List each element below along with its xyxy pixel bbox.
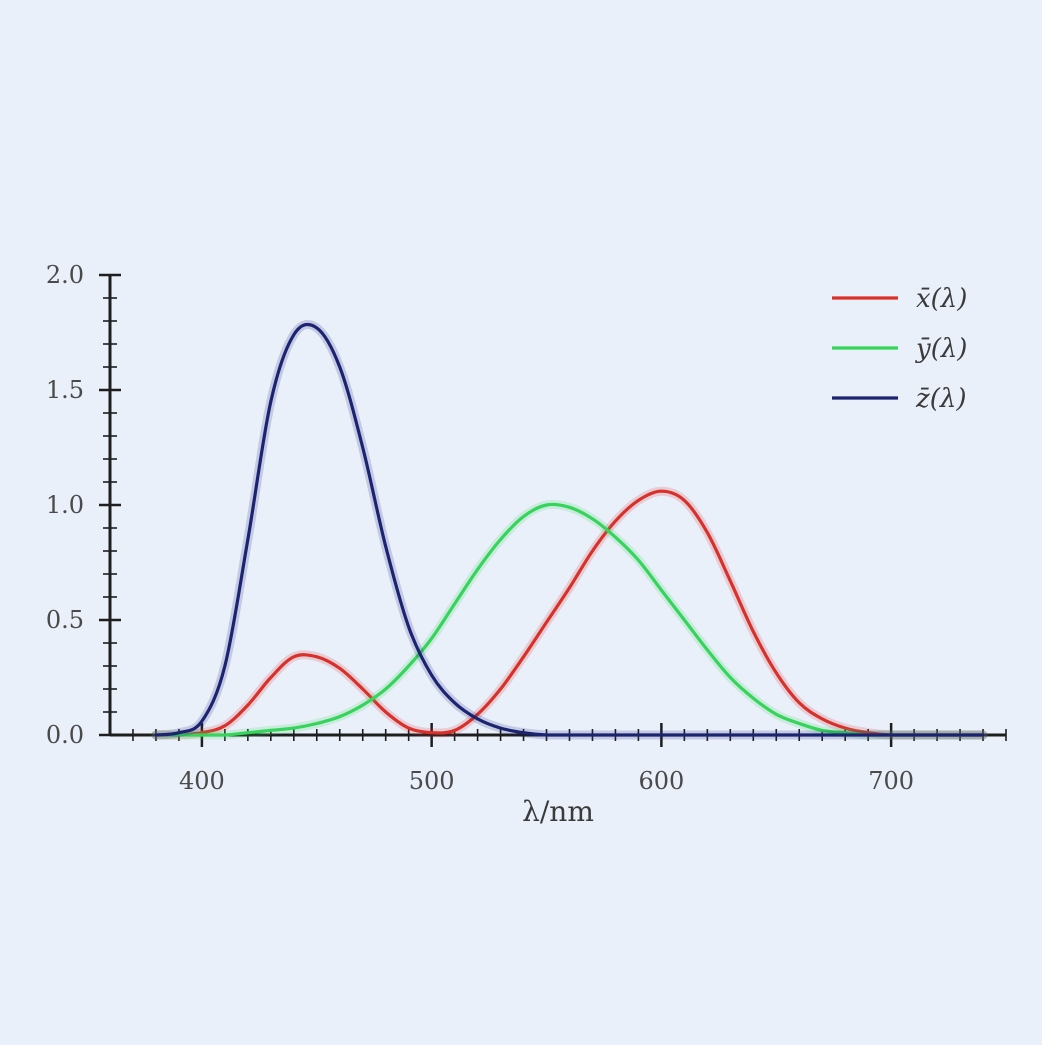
y-tick-label: 0.5 bbox=[46, 606, 84, 634]
series-x-bar-line bbox=[154, 489, 985, 737]
series-y-bar-line bbox=[154, 502, 985, 737]
x-axis-title: λ/nm bbox=[522, 795, 594, 828]
x-tick-label: 400 bbox=[179, 767, 225, 795]
legend-label-y-bar: ȳ(λ) bbox=[915, 334, 967, 364]
legend: x̄(λ) ȳ(λ) z̄(λ) bbox=[832, 284, 967, 414]
y-tick-label: 0.0 bbox=[46, 721, 84, 749]
axes: 0.0 0.5 1.0 1.5 2.0 400 500 600 700 bbox=[46, 261, 1007, 795]
series-x-bar-glow bbox=[151, 486, 988, 740]
x-tick-label: 500 bbox=[409, 767, 455, 795]
x-tick-label: 700 bbox=[868, 767, 914, 795]
x-tick-label: 600 bbox=[638, 767, 684, 795]
series-y-bar-glow bbox=[151, 499, 988, 740]
y-tick-label: 2.0 bbox=[46, 261, 84, 289]
legend-label-x-bar: x̄(λ) bbox=[916, 284, 967, 314]
y-tick-label: 1.0 bbox=[46, 491, 84, 519]
legend-label-z-bar: z̄(λ) bbox=[915, 384, 966, 414]
series-z-bar-line bbox=[154, 322, 985, 737]
y-tick-label: 1.5 bbox=[46, 376, 84, 404]
plot-area bbox=[151, 320, 988, 740]
